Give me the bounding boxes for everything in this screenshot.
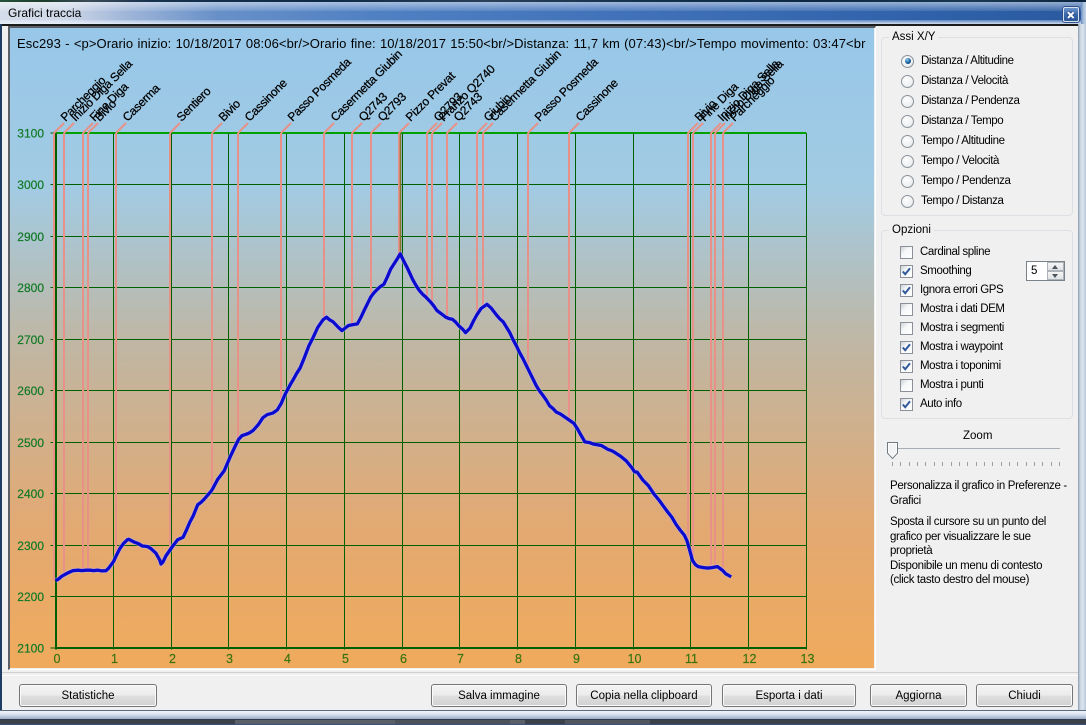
svg-text:7: 7 — [457, 652, 464, 666]
svg-text:8: 8 — [515, 652, 522, 666]
svg-text:3000: 3000 — [17, 178, 44, 192]
svg-text:2100: 2100 — [17, 641, 44, 655]
svg-text:Sentiero: Sentiero — [174, 84, 214, 124]
svg-text:2700: 2700 — [17, 333, 44, 347]
svg-text:1: 1 — [111, 652, 118, 666]
svg-text:12: 12 — [743, 652, 757, 666]
svg-text:2: 2 — [169, 652, 176, 666]
svg-text:2400: 2400 — [17, 487, 44, 501]
svg-text:2600: 2600 — [17, 384, 44, 398]
svg-text:3: 3 — [226, 652, 233, 666]
svg-text:11: 11 — [685, 652, 698, 666]
svg-text:2300: 2300 — [17, 539, 44, 553]
svg-text:2900: 2900 — [17, 230, 44, 244]
svg-text:10: 10 — [628, 652, 642, 666]
svg-text:Cassinone: Cassinone — [242, 76, 291, 125]
svg-text:4: 4 — [284, 652, 291, 666]
svg-text:13: 13 — [801, 652, 815, 666]
svg-text:5: 5 — [342, 652, 349, 666]
svg-text:Bivio: Bivio — [216, 96, 244, 124]
svg-text:2200: 2200 — [17, 590, 44, 604]
svg-text:9: 9 — [573, 652, 580, 666]
svg-text:2500: 2500 — [17, 436, 44, 450]
svg-text:3100: 3100 — [17, 126, 44, 140]
svg-text:2800: 2800 — [17, 281, 44, 295]
svg-text:6: 6 — [400, 652, 407, 666]
svg-text:0: 0 — [54, 652, 61, 666]
